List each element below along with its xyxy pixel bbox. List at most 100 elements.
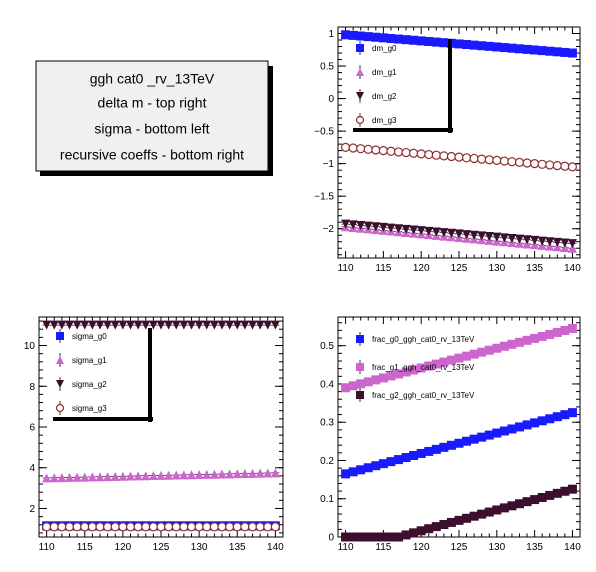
legend-label: sigma_g3 [72,404,107,413]
data-point [148,471,158,481]
legend-label: sigma_g2 [72,380,107,389]
data-point [394,455,403,465]
data-point [209,469,219,479]
data-point [341,30,351,40]
data-point [363,377,373,387]
y-tick-label: 0.5 [320,62,334,73]
data-point [255,468,265,478]
data-point [552,412,562,422]
data-point [248,320,257,330]
data-point [409,148,419,158]
data-point [348,532,358,542]
y-tick-label: 0 [328,94,334,105]
data-point [341,383,351,393]
data-point [492,505,502,515]
data-point [469,511,479,521]
info-box-frame [35,60,269,172]
data-point [522,44,532,54]
data-point [57,320,67,330]
data-point [187,320,196,330]
data-point [156,522,166,532]
data-point [424,149,434,160]
data-point [141,522,151,532]
data-point [439,228,449,238]
data-point [49,473,59,483]
x-tick-label: 140 [267,542,284,553]
data-point [401,35,411,45]
data-point [484,232,494,242]
data-point [409,225,419,235]
data-point [477,347,487,357]
legend-label: sigma_g1 [72,356,107,365]
data-point [446,440,456,450]
data-point [552,488,562,498]
data-point [42,473,52,483]
data-point [202,522,212,532]
data-point [194,470,204,480]
data-point [499,341,509,351]
data-point [567,408,577,418]
data-point [118,522,128,532]
data-point [469,349,479,359]
data-point [537,331,547,341]
data-point [103,522,113,532]
data-point [477,231,487,241]
delta-m-plot: 110 115 120 125 130 135 140 −2 −1.5 −1 −0.5 0 0.5 1 dm… [297,10,596,274]
legend: frac_g0_ggh_cat0_rv_13TeV frac_g1_ggh_cat… [356,332,475,402]
data-point [341,532,351,542]
data-point [232,469,242,479]
data-point [431,150,441,160]
data-point [363,144,373,154]
data-point [72,472,82,482]
data-point [64,522,75,532]
series-frac_g2_ggh_cat0_rv_13TeV [341,484,577,542]
legend: dm_g0 dm_g1 dm_g2 dm_g3 [353,39,453,133]
series-frac_g1_ggh_cat0_rv_13TeV [341,323,577,393]
data-point [202,320,212,330]
data-point [394,532,403,542]
data-point [217,522,227,532]
data-point [462,436,472,446]
data-point [378,33,388,43]
legend-marker [356,391,364,399]
info-box-line-1: ggh cat0 _rv_13TeV [90,71,215,87]
data-point [171,320,181,330]
x-tick-label: 125 [153,542,170,553]
data-point [560,325,570,335]
data-point [469,153,479,164]
data-point [270,320,280,330]
data-point [439,442,449,452]
data-point [507,339,517,349]
data-point [394,224,403,234]
data-point [484,345,494,355]
data-point [409,451,419,461]
y-tick-label: 0.3 [320,418,334,429]
series-sigma_g3 [42,522,280,532]
data-point [454,353,464,363]
data-point [484,41,494,51]
series-sigma_g2 [42,320,280,330]
data-point [126,471,135,481]
data-point [567,239,577,249]
data-point [371,461,381,471]
data-point [225,469,235,479]
data-point [179,470,189,480]
legend-marker [56,356,64,364]
data-point [217,469,227,479]
data-point [545,46,555,56]
legend-shadow-right [148,328,152,422]
data-point [240,469,250,479]
series-dm_g3 [340,142,578,172]
y-tick-label: 1 [328,29,334,40]
data-point [552,237,562,247]
data-point [194,320,204,330]
data-point [401,530,411,540]
data-point [371,222,381,232]
legend-label: dm_g3 [372,116,397,125]
legend: sigma_g0 sigma_g1 sigma_g2 sigma_g3 [53,328,153,422]
data-point [232,320,242,330]
data-point [537,416,547,426]
data-point [363,463,373,473]
legend-marker [56,380,64,388]
data-point [545,160,555,170]
